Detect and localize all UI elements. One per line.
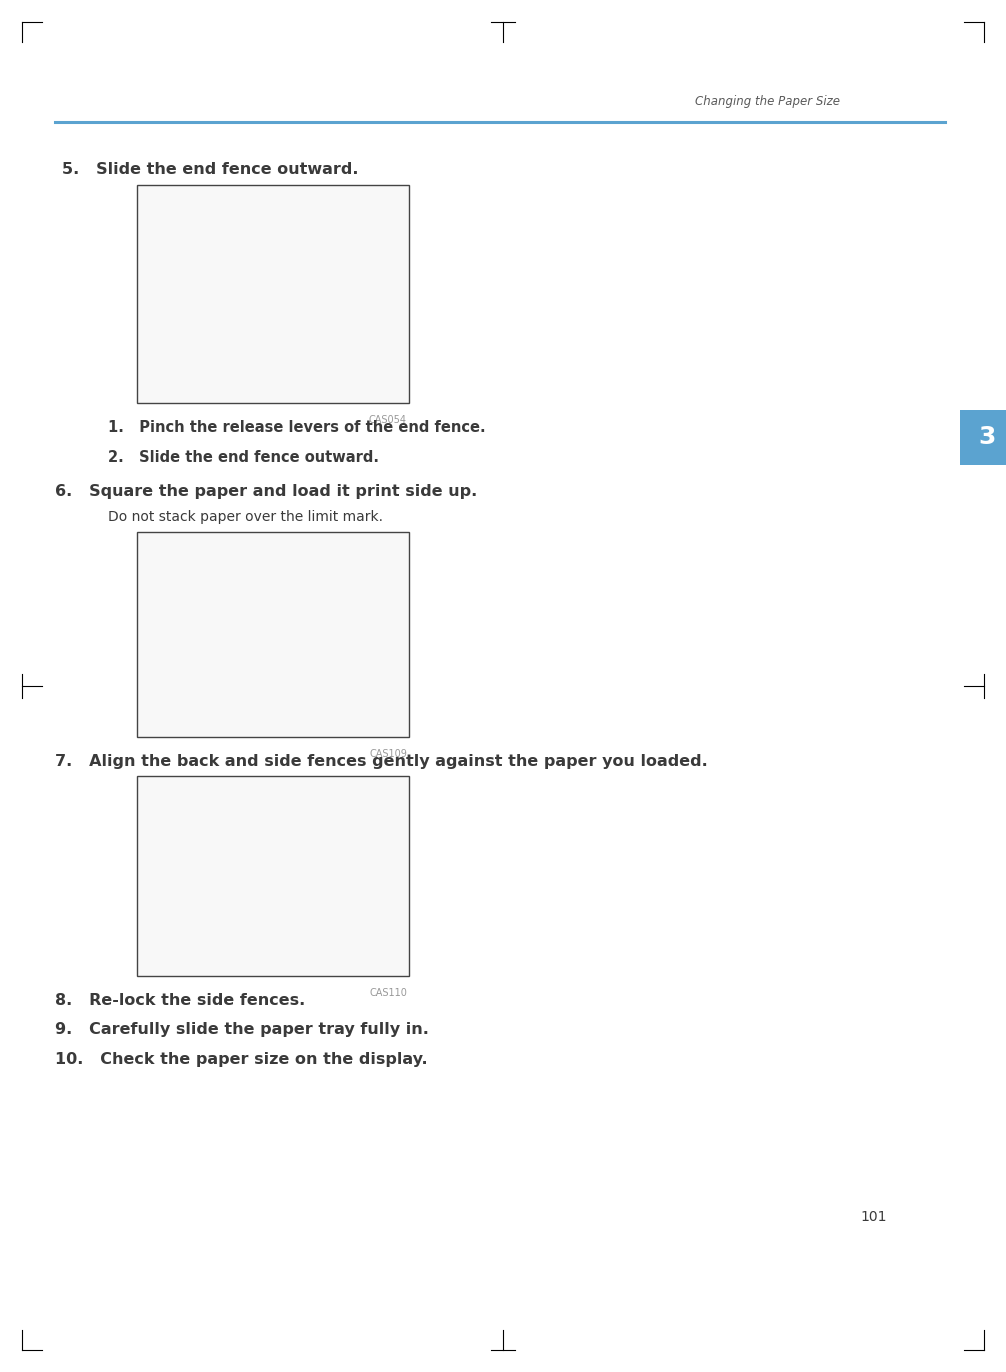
Bar	[960, 410, 1006, 465]
Text: 101: 101	[861, 1210, 887, 1224]
Text: 6.   Square the paper and load it print side up.: 6. Square the paper and load it print si…	[55, 484, 477, 499]
Text: 10.   Check the paper size on the display.: 10. Check the paper size on the display.	[55, 1052, 428, 1067]
Text: CAS110: CAS110	[369, 988, 407, 997]
Text: 1.   Pinch the release levers of the end fence.: 1. Pinch the release levers of the end f…	[108, 420, 486, 435]
Text: Do not stack paper over the limit mark.: Do not stack paper over the limit mark.	[108, 510, 383, 524]
Text: 5.   Slide the end fence outward.: 5. Slide the end fence outward.	[62, 162, 358, 177]
Text: Changing the Paper Size: Changing the Paper Size	[695, 95, 840, 108]
Bar	[137, 532, 409, 737]
Text: 3: 3	[979, 425, 996, 450]
Text: 2.   Slide the end fence outward.: 2. Slide the end fence outward.	[108, 450, 379, 465]
Text: 8.   Re-lock the side fences.: 8. Re-lock the side fences.	[55, 993, 305, 1008]
Text: CAS109: CAS109	[369, 749, 407, 759]
Bar	[137, 185, 409, 403]
Text: 9.   Carefully slide the paper tray fully in.: 9. Carefully slide the paper tray fully …	[55, 1022, 429, 1037]
Text: CAS054: CAS054	[369, 414, 407, 425]
Text: 7.   Align the back and side fences gently against the paper you loaded.: 7. Align the back and side fences gently…	[55, 755, 708, 768]
Bar	[137, 777, 409, 975]
